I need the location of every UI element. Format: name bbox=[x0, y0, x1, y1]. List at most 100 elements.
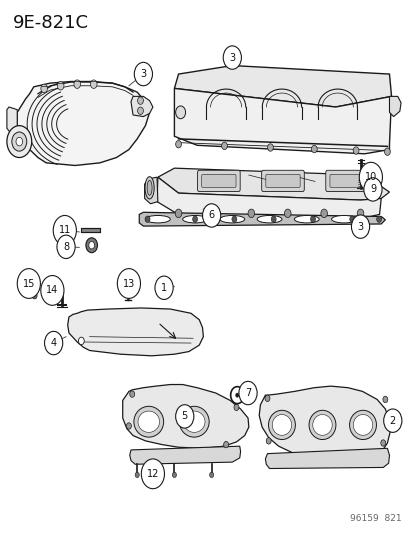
Circle shape bbox=[78, 337, 84, 345]
Circle shape bbox=[176, 141, 181, 148]
Circle shape bbox=[138, 107, 144, 115]
Text: 5: 5 bbox=[182, 411, 188, 422]
Ellipse shape bbox=[134, 406, 164, 437]
Circle shape bbox=[210, 472, 214, 478]
Circle shape bbox=[57, 82, 64, 90]
Ellipse shape bbox=[220, 215, 245, 223]
Ellipse shape bbox=[257, 215, 282, 223]
Circle shape bbox=[350, 216, 355, 222]
Text: 3: 3 bbox=[140, 69, 146, 79]
Circle shape bbox=[41, 84, 47, 93]
Ellipse shape bbox=[269, 410, 295, 440]
Circle shape bbox=[224, 441, 229, 448]
Ellipse shape bbox=[272, 415, 292, 435]
Ellipse shape bbox=[145, 176, 154, 199]
Text: 6: 6 bbox=[209, 211, 215, 221]
Circle shape bbox=[377, 216, 382, 222]
Circle shape bbox=[364, 177, 382, 201]
Circle shape bbox=[359, 163, 383, 192]
Circle shape bbox=[155, 276, 173, 300]
FancyBboxPatch shape bbox=[330, 174, 364, 187]
Circle shape bbox=[142, 459, 164, 489]
Circle shape bbox=[311, 146, 317, 153]
Polygon shape bbox=[157, 177, 381, 220]
Circle shape bbox=[176, 106, 186, 119]
Polygon shape bbox=[174, 66, 392, 107]
Text: 7: 7 bbox=[245, 388, 251, 398]
Polygon shape bbox=[7, 107, 17, 134]
Circle shape bbox=[135, 472, 139, 478]
Circle shape bbox=[265, 395, 270, 401]
Polygon shape bbox=[259, 386, 391, 462]
Circle shape bbox=[134, 62, 152, 86]
Circle shape bbox=[53, 215, 76, 245]
Circle shape bbox=[352, 215, 370, 238]
Ellipse shape bbox=[183, 215, 208, 223]
Text: 4: 4 bbox=[51, 338, 57, 348]
Circle shape bbox=[310, 216, 315, 222]
Circle shape bbox=[223, 46, 242, 69]
Ellipse shape bbox=[349, 410, 376, 440]
Polygon shape bbox=[68, 308, 203, 356]
Polygon shape bbox=[390, 96, 401, 117]
Circle shape bbox=[357, 209, 364, 217]
Polygon shape bbox=[81, 228, 100, 232]
Circle shape bbox=[130, 391, 135, 397]
Ellipse shape bbox=[309, 410, 336, 440]
Text: 14: 14 bbox=[46, 286, 59, 295]
Circle shape bbox=[193, 216, 198, 222]
Circle shape bbox=[32, 293, 37, 299]
Circle shape bbox=[16, 138, 22, 146]
Circle shape bbox=[353, 147, 359, 154]
Circle shape bbox=[266, 438, 271, 444]
Circle shape bbox=[248, 209, 255, 217]
Circle shape bbox=[175, 209, 182, 217]
Text: 3: 3 bbox=[229, 53, 235, 62]
Circle shape bbox=[381, 440, 386, 446]
Text: 15: 15 bbox=[23, 279, 35, 288]
Polygon shape bbox=[123, 384, 249, 448]
FancyBboxPatch shape bbox=[202, 174, 236, 187]
Circle shape bbox=[117, 269, 141, 298]
Text: 3: 3 bbox=[357, 222, 364, 232]
Text: 1: 1 bbox=[161, 283, 167, 293]
Circle shape bbox=[176, 405, 194, 428]
Polygon shape bbox=[139, 212, 386, 226]
Circle shape bbox=[321, 209, 327, 217]
Circle shape bbox=[271, 216, 276, 222]
Ellipse shape bbox=[138, 411, 159, 432]
Polygon shape bbox=[158, 168, 390, 200]
Circle shape bbox=[12, 132, 27, 151]
Circle shape bbox=[236, 393, 239, 397]
Polygon shape bbox=[266, 448, 390, 469]
Circle shape bbox=[385, 148, 391, 156]
Ellipse shape bbox=[146, 215, 170, 223]
Circle shape bbox=[138, 97, 144, 104]
FancyBboxPatch shape bbox=[266, 174, 300, 187]
FancyBboxPatch shape bbox=[326, 170, 369, 191]
Text: 9E-821C: 9E-821C bbox=[13, 14, 89, 32]
Text: 11: 11 bbox=[59, 225, 71, 236]
Circle shape bbox=[86, 238, 98, 253]
Polygon shape bbox=[131, 96, 153, 117]
Text: 13: 13 bbox=[123, 279, 135, 288]
Circle shape bbox=[90, 80, 97, 88]
Circle shape bbox=[127, 423, 132, 429]
Text: 12: 12 bbox=[147, 469, 159, 479]
Polygon shape bbox=[130, 446, 241, 464]
Text: 8: 8 bbox=[63, 242, 69, 252]
Ellipse shape bbox=[183, 411, 205, 432]
Circle shape bbox=[232, 216, 237, 222]
FancyBboxPatch shape bbox=[198, 170, 240, 191]
Circle shape bbox=[74, 80, 81, 88]
Circle shape bbox=[222, 142, 227, 150]
Circle shape bbox=[284, 209, 291, 217]
Polygon shape bbox=[174, 88, 392, 154]
Circle shape bbox=[89, 241, 95, 249]
Circle shape bbox=[41, 276, 64, 305]
Polygon shape bbox=[17, 82, 149, 165]
Ellipse shape bbox=[179, 406, 209, 437]
Circle shape bbox=[268, 144, 273, 151]
Circle shape bbox=[234, 404, 239, 410]
Ellipse shape bbox=[353, 415, 373, 435]
